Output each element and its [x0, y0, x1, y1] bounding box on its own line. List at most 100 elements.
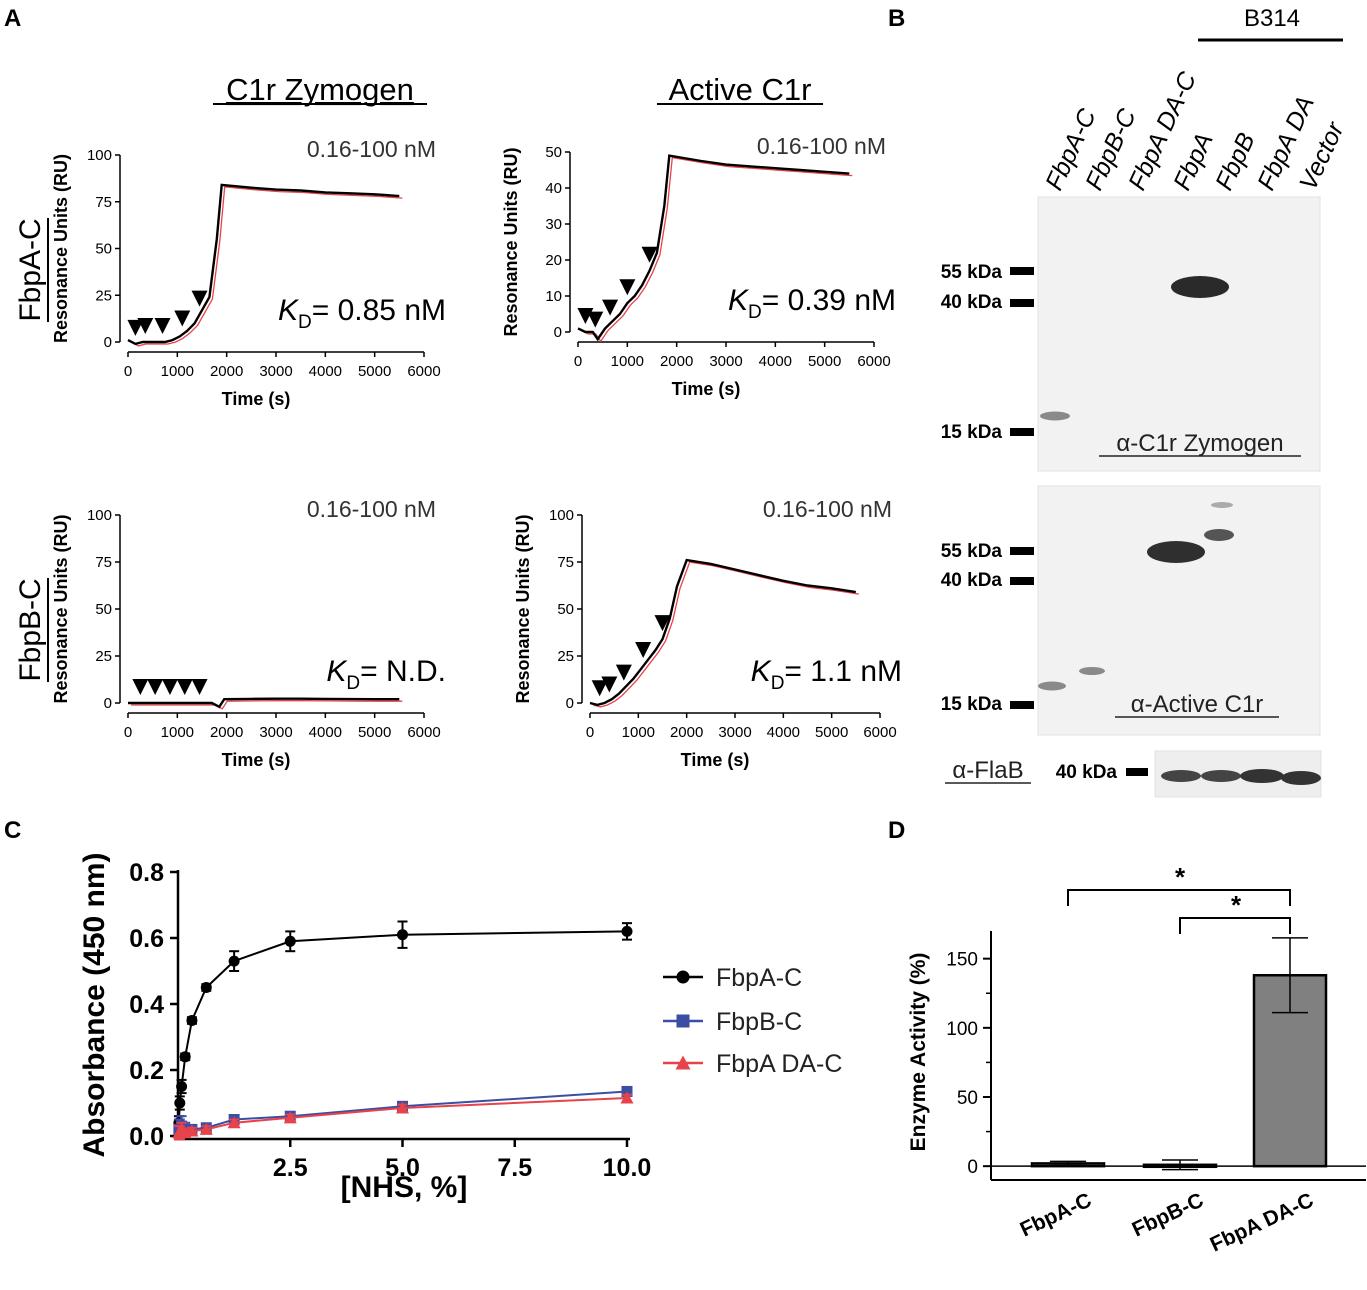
marker-b1-55: 55 kDa [941, 262, 1003, 283]
x-tick-label: 5.0 [385, 1154, 420, 1182]
y-axis-label: Resonance Units (RU) [501, 147, 521, 336]
x-tick-label: 0 [574, 353, 582, 370]
x-tick-label: 2000 [210, 363, 243, 380]
y-tick-label: 75 [95, 194, 112, 211]
y-tick-label: 0.0 [129, 1123, 164, 1151]
y-tick-label: 25 [557, 648, 574, 665]
y-tick-label: 10 [545, 288, 562, 305]
x-tick-label: 0 [124, 724, 132, 741]
legend-marker [675, 1055, 691, 1070]
x-tick-label: 1000 [622, 724, 655, 741]
y-tick-label: 25 [95, 287, 112, 304]
sensorgram-curve [577, 154, 850, 342]
data-point [200, 982, 212, 993]
sensorgram-curve [128, 697, 400, 709]
y-tick-label: 0 [566, 695, 574, 712]
injection-arrow [154, 318, 171, 334]
injection-arrow [587, 311, 604, 328]
injection-arrow [174, 310, 191, 327]
legend-label: FbpB-C [716, 1008, 802, 1036]
absorbance-chart: 0.0 0.2 0.4 0.6 0.8 2.5 5.0 7.5 10.0 [NHS, %] Abso… [78, 852, 842, 1204]
data-point [620, 1091, 634, 1104]
fit-curve [131, 700, 403, 710]
x-tick-label: 1000 [161, 363, 194, 380]
data-point [199, 1122, 213, 1135]
injection-arrow [147, 679, 164, 695]
y-tick-label: 20 [545, 252, 562, 269]
series-line [177, 930, 628, 1123]
marker-b2-15-tick [1010, 701, 1034, 709]
injection-arrow [601, 676, 618, 693]
spr-chart-active-fbpa: 0 10 20 30 40 50 0 1000 2000 3000 4000 5000 6000 Time… [501, 133, 896, 399]
x-tick-label: 2000 [210, 724, 243, 741]
x-tick-label: 10.0 [603, 1154, 652, 1182]
row-label-fbpb: FbpB-C [14, 578, 49, 682]
x-tick-label: 3000 [259, 363, 292, 380]
y-tick-label: 100 [946, 1019, 978, 1040]
x-tick-label: 5000 [358, 363, 391, 380]
y-axis-label: Resonance Units (RU) [51, 514, 71, 703]
band-fbpa-c-active [1038, 681, 1066, 691]
x-tick-label: 2000 [660, 353, 693, 370]
blot-zymogen [1037, 196, 1321, 472]
significance-star: * [1231, 890, 1242, 920]
y-tick-label: 50 [95, 241, 112, 258]
injection-arrow [654, 615, 671, 632]
x-axis-label: [NHS, %] [341, 1171, 468, 1204]
concentration-label: 0.16-100 nM [763, 496, 892, 522]
x-tick-label: 0 [586, 724, 594, 741]
injection-arrow [137, 318, 154, 334]
kd-label: KD= N.D. [326, 655, 446, 694]
band-flab-3 [1240, 769, 1284, 783]
y-axis-label: Resonance Units (RU) [513, 514, 533, 703]
col-header-zymogen: C1r Zymogen [226, 72, 414, 107]
lane-label: FbpA [1168, 129, 1219, 195]
legend-marker [676, 1014, 690, 1028]
y-tick-label: 0 [104, 695, 112, 712]
injection-arrow [641, 246, 658, 263]
panel-label-d: D [888, 817, 905, 844]
x-tick-label: 5000 [358, 724, 391, 741]
marker-b1-40-tick [1010, 299, 1034, 307]
marker-b3-40-tick [1126, 768, 1148, 776]
y-tick-label: 0 [104, 334, 112, 351]
band-flab-4 [1281, 771, 1321, 785]
x-tick-label: 4000 [309, 724, 342, 741]
blot-zymogen-label: α-C1r Zymogen [1116, 430, 1283, 457]
y-tick-label: 0.2 [129, 1057, 164, 1085]
x-tick-label: 0 [124, 363, 132, 380]
data-point [621, 925, 633, 937]
injection-arrow [619, 279, 636, 296]
data-point [176, 1081, 188, 1092]
y-tick-label: 150 [946, 950, 978, 971]
y-tick-label: 100 [549, 507, 574, 524]
x-axis-label: Time (s) [222, 750, 291, 770]
concentration-label: 0.16-100 nM [307, 136, 436, 162]
x-tick-label: 5000 [815, 724, 848, 741]
legend-marker [676, 970, 690, 984]
col-header-active: Active C1r [669, 72, 812, 107]
significance-star: * [1175, 862, 1186, 892]
y-tick-label: 50 [957, 1088, 978, 1109]
legend-label: FbpA DA-C [716, 1050, 842, 1078]
fit-curve [130, 186, 403, 347]
data-point [227, 1116, 241, 1129]
injection-arrow [615, 664, 632, 681]
injection-arrow [161, 679, 178, 695]
x-tick-label: 4000 [309, 363, 342, 380]
marker-b3-40: 40 kDa [1056, 762, 1118, 783]
legend-label: FbpA-C [716, 964, 802, 992]
svg-text:FbpB-C: FbpB-C [14, 578, 47, 681]
data-point [185, 1124, 199, 1137]
y-axis-label: Enzyme Activity (%) [907, 953, 930, 1152]
injection-arrow [635, 642, 652, 659]
x-tick-label: 6000 [863, 724, 896, 741]
band-fbpb-c-active [1079, 667, 1105, 675]
y-tick-label: 0 [967, 1157, 978, 1178]
y-tick-label: 50 [545, 144, 562, 161]
injection-arrow [176, 679, 193, 695]
